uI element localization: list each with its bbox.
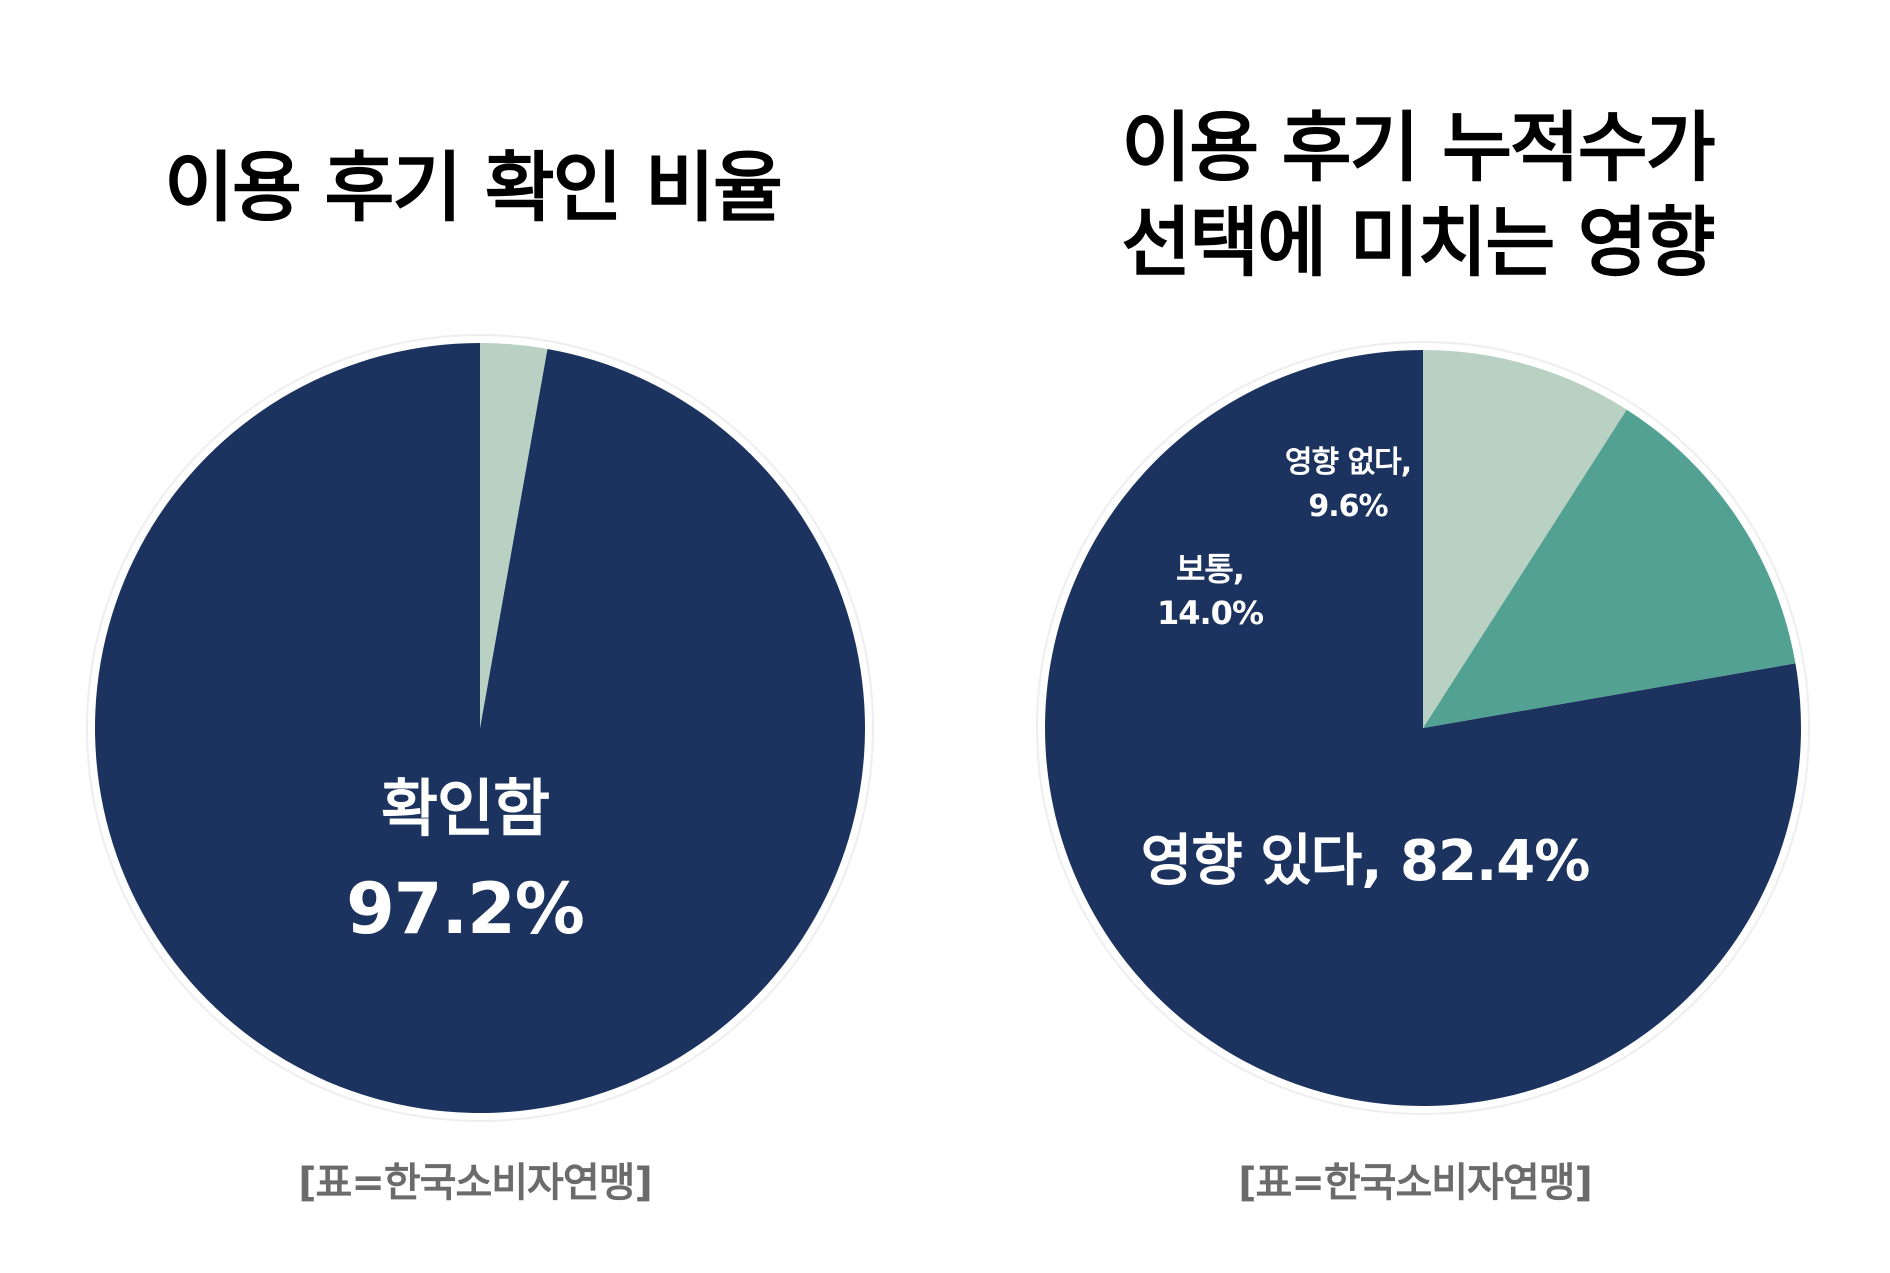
pie-slice-normal <box>1423 409 1796 728</box>
chart-title-left: 이용 후기 확인 비율 <box>0 140 945 235</box>
chart-panel-left: 확인함 97.2% 이용 후기 확인 비율 [표=한국소비자연맹] <box>0 140 945 1206</box>
pie-chart-right: 영향 있다, 82.4% 보통, 14.0% 영향 없다, 9.6% <box>1036 341 1810 1115</box>
chart-title-right-line-2: 선택에 미치는 영향 <box>1121 198 1715 287</box>
chart-title-right-line-1: 이용 후기 누적수가 <box>1121 103 1715 192</box>
slice-label-no-effect-name: 영향 없다, <box>1285 445 1411 480</box>
slice-label-affects: 영향 있다, 82.4% <box>1141 829 1590 894</box>
slice-label-normal-value: 14.0% <box>1157 594 1264 632</box>
slice-label-no-effect-value: 9.6% <box>1308 489 1388 524</box>
chart-title-left-line: 이용 후기 확인 비율 <box>164 143 783 232</box>
slice-label-confirmed-name: 확인함 <box>381 772 549 845</box>
chart-title-right: 이용 후기 누적수가 선택에 미치는 영향 <box>945 100 1890 290</box>
pie-chart-left: 확인함 97.2% <box>86 334 874 1122</box>
chart-panel-right: 영향 있다, 82.4% 보통, 14.0% 영향 없다, 9.6% 이용 후기 누적수… <box>945 0 1890 1273</box>
slice-label-normal-name: 보통, <box>1176 550 1244 588</box>
source-caption-left: [표=한국소비자연맹] <box>298 1160 652 1206</box>
pie-slice-affects <box>1044 350 1801 1106</box>
pie-slice-no-effect <box>1423 350 1627 728</box>
pie-slice-other <box>480 343 548 728</box>
source-caption-right: [표=한국소비자연맹] <box>1238 1160 1592 1206</box>
slice-label-confirmed-value: 97.2% <box>346 868 584 950</box>
